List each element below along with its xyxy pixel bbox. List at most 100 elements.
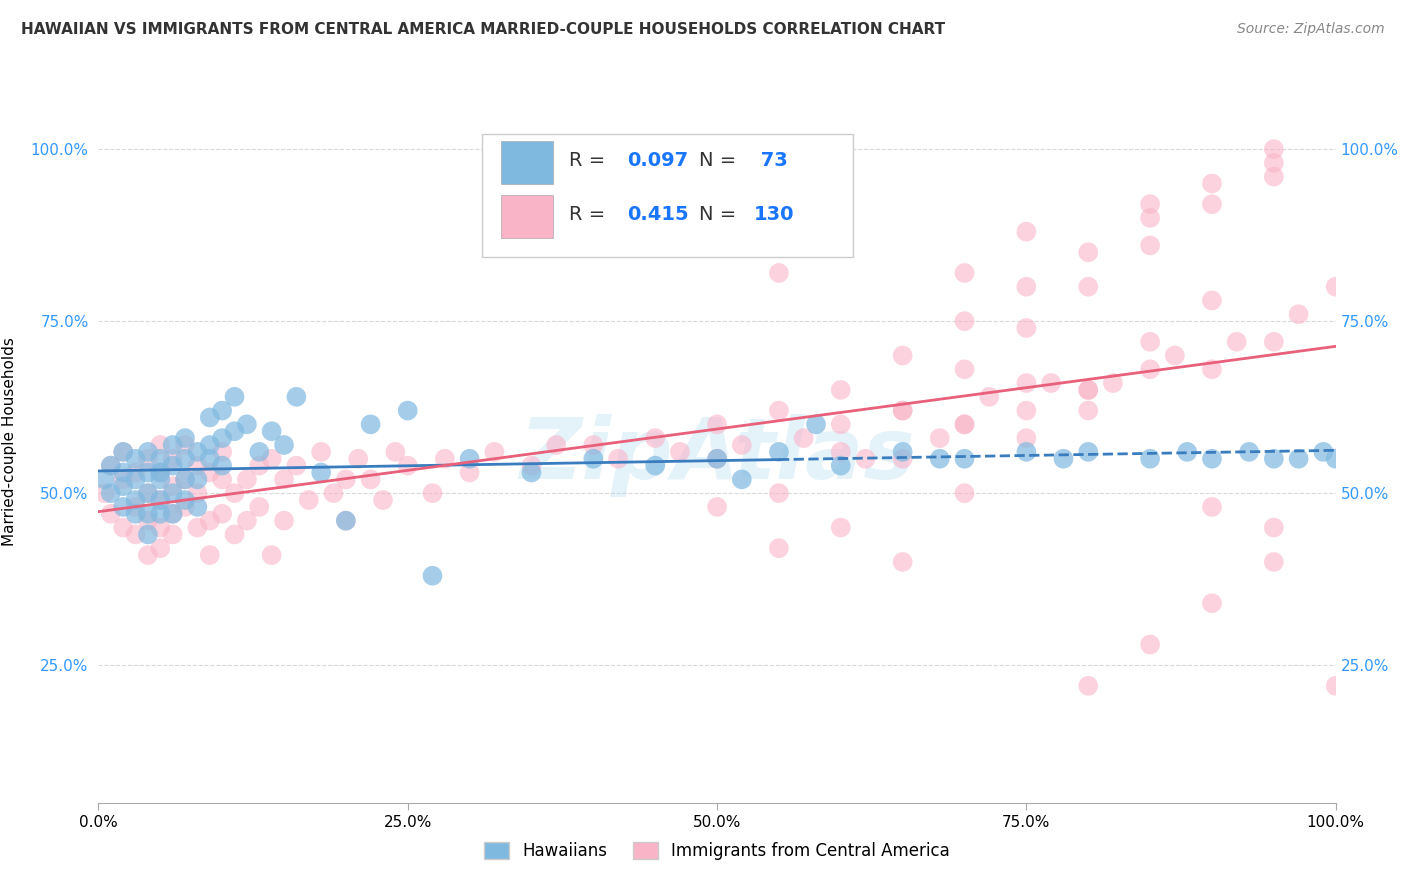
Point: [224, 527, 246, 541]
Point: [855, 451, 877, 466]
Point: [174, 500, 197, 514]
Text: 73: 73: [754, 151, 787, 170]
Legend: Hawaiians, Immigrants from Central America: Hawaiians, Immigrants from Central Ameri…: [478, 835, 956, 867]
Point: [1288, 307, 1310, 321]
Point: [1077, 383, 1099, 397]
Text: ZipAtlas: ZipAtlas: [519, 415, 915, 498]
Point: [1015, 431, 1038, 445]
Point: [198, 410, 221, 425]
Text: Source: ZipAtlas.com: Source: ZipAtlas.com: [1237, 22, 1385, 37]
Point: [953, 486, 976, 500]
Point: [768, 541, 790, 556]
Text: N =: N =: [699, 151, 742, 170]
Point: [273, 514, 295, 528]
Point: [953, 266, 976, 280]
Point: [149, 438, 172, 452]
Point: [706, 451, 728, 466]
Point: [162, 479, 184, 493]
Point: [198, 451, 221, 466]
Point: [124, 527, 146, 541]
Text: N =: N =: [699, 205, 742, 224]
Point: [112, 520, 135, 534]
Point: [1139, 362, 1161, 376]
Point: [1201, 293, 1223, 308]
Point: [396, 458, 419, 473]
Point: [309, 466, 332, 480]
Point: [149, 466, 172, 480]
Point: [136, 445, 159, 459]
Point: [247, 445, 270, 459]
Point: [211, 445, 233, 459]
Point: [731, 438, 754, 452]
Point: [174, 472, 197, 486]
Point: [247, 500, 270, 514]
Point: [1201, 197, 1223, 211]
Point: [582, 451, 605, 466]
Point: [136, 466, 159, 480]
Point: [804, 417, 827, 432]
Point: [384, 445, 406, 459]
Point: [1324, 279, 1347, 293]
FancyBboxPatch shape: [501, 195, 553, 238]
Point: [1015, 279, 1038, 293]
Point: [1077, 679, 1099, 693]
Point: [1201, 500, 1223, 514]
Point: [309, 445, 332, 459]
Point: [149, 507, 172, 521]
Point: [830, 520, 852, 534]
Point: [1139, 211, 1161, 225]
Point: [422, 568, 444, 582]
Point: [644, 458, 666, 473]
Point: [198, 548, 221, 562]
Point: [1201, 451, 1223, 466]
Point: [285, 390, 308, 404]
Point: [1015, 225, 1038, 239]
Point: [1263, 520, 1285, 534]
Point: [93, 486, 115, 500]
Point: [1102, 376, 1125, 390]
Point: [1139, 238, 1161, 252]
Point: [124, 500, 146, 514]
Point: [891, 349, 914, 363]
Point: [162, 451, 184, 466]
Point: [830, 458, 852, 473]
Point: [260, 424, 283, 438]
Point: [211, 403, 233, 417]
Point: [891, 555, 914, 569]
Point: [953, 451, 976, 466]
Point: [607, 451, 630, 466]
Point: [706, 451, 728, 466]
Point: [174, 438, 197, 452]
Point: [371, 493, 394, 508]
Point: [211, 431, 233, 445]
Point: [1201, 177, 1223, 191]
Point: [1175, 445, 1198, 459]
Point: [1263, 156, 1285, 170]
Point: [174, 431, 197, 445]
Point: [124, 507, 146, 521]
Point: [136, 548, 159, 562]
Point: [136, 527, 159, 541]
Point: [285, 458, 308, 473]
Point: [186, 445, 208, 459]
Point: [236, 472, 259, 486]
Point: [1263, 334, 1285, 349]
Point: [1263, 451, 1285, 466]
Point: [891, 445, 914, 459]
Point: [953, 362, 976, 376]
Point: [433, 451, 456, 466]
Point: [953, 314, 976, 328]
Point: [136, 507, 159, 521]
Point: [1226, 334, 1249, 349]
Point: [149, 493, 172, 508]
Point: [186, 472, 208, 486]
Point: [830, 445, 852, 459]
FancyBboxPatch shape: [482, 135, 853, 257]
Point: [520, 466, 543, 480]
Point: [149, 472, 172, 486]
Point: [93, 472, 115, 486]
Point: [174, 451, 197, 466]
Point: [360, 417, 382, 432]
Point: [112, 445, 135, 459]
Point: [1015, 321, 1038, 335]
